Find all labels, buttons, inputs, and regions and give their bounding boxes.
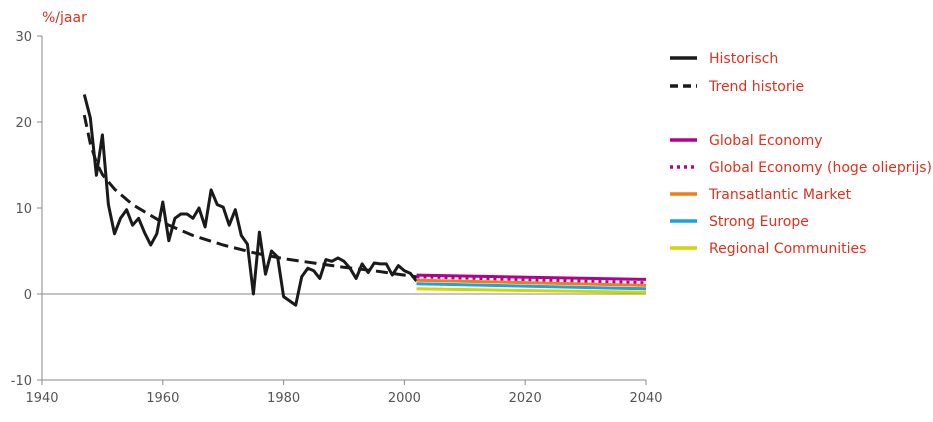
axes: -10 0 10 20 30 1940 1960 1980 2000 2020 2040 %/jaar (11, 10, 663, 406)
y-axis-unit-label: %/jaar (42, 10, 87, 26)
series-line-3 (416, 275, 647, 285)
y-tick-label: 20 (15, 116, 32, 131)
y-tick-label: 0 (24, 288, 32, 303)
x-tick-label: 1960 (146, 391, 179, 406)
series-line-1 (82, 114, 417, 279)
series-line-5 (416, 282, 647, 291)
x-tick-label: 2040 (629, 391, 662, 406)
series-line-6 (416, 287, 647, 294)
x-tick-label: 2000 (388, 391, 421, 406)
x-tick-label: 2020 (509, 391, 542, 406)
legend-label-2: Global Economy (709, 133, 823, 149)
legend: Historisch Trend historie Global Economy Gl… (670, 51, 932, 257)
series-line-2 (416, 273, 647, 281)
series-line-0 (82, 94, 418, 307)
y-tick-label: -10 (11, 374, 32, 389)
legend-label-4: Transatlantic Market (708, 187, 852, 203)
y-tick-label: 10 (15, 202, 32, 217)
legend-label-1: Trend historie (708, 79, 804, 95)
x-tick-label: 1940 (25, 391, 58, 406)
chart-lines (82, 94, 647, 307)
series-line-4 (416, 278, 647, 287)
legend-label-5: Strong Europe (709, 214, 809, 230)
legend-label-0: Historisch (709, 51, 778, 67)
y-tick-label: 30 (15, 30, 32, 45)
x-tick-label: 1980 (267, 391, 300, 406)
legend-label-6: Regional Communities (709, 241, 866, 257)
legend-label-3: Global Economy (hoge olieprijs) (709, 160, 932, 176)
